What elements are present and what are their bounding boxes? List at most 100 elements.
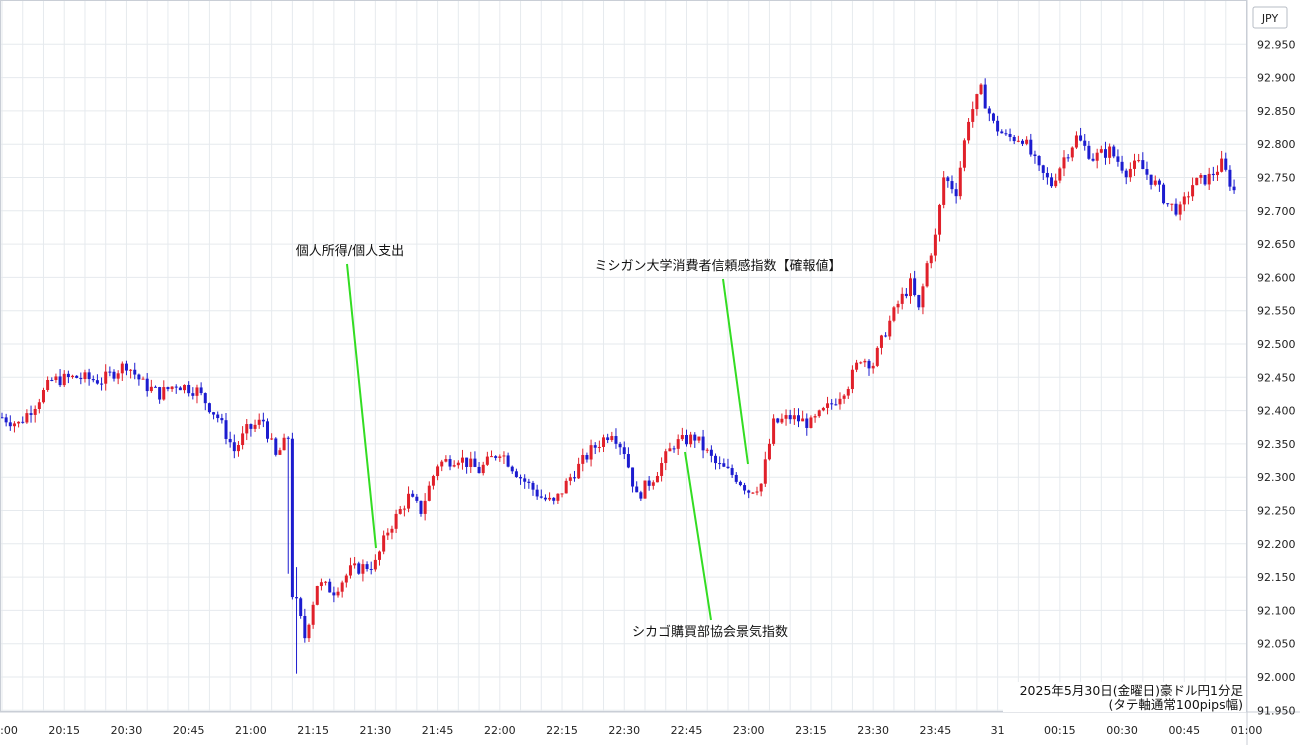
- candle-body: [104, 371, 108, 384]
- candle-body: [133, 369, 137, 375]
- candle-body: [1153, 180, 1157, 185]
- candle-body: [714, 455, 718, 464]
- candle-body: [531, 482, 535, 490]
- x-tick-label: 21:15: [297, 724, 329, 737]
- y-tick-label: 92.800: [1257, 138, 1296, 151]
- candle-body: [25, 413, 29, 423]
- candle-body: [1178, 204, 1182, 215]
- candle-body: [257, 419, 261, 425]
- candle-body: [991, 113, 995, 121]
- candle-body: [510, 466, 514, 472]
- candle-body: [938, 204, 942, 235]
- y-tick-label: 92.050: [1257, 638, 1296, 651]
- y-tick-label: 92.250: [1257, 505, 1296, 518]
- candle-body: [975, 94, 979, 110]
- candle-body: [1195, 177, 1199, 186]
- candle-body: [842, 395, 846, 399]
- candle-body: [299, 598, 303, 616]
- candle-body: [249, 424, 253, 429]
- candle-body: [709, 449, 713, 456]
- x-tick-label: 22:15: [546, 724, 578, 737]
- candle-body: [610, 436, 614, 441]
- candle-body: [917, 295, 921, 308]
- candle-body: [427, 485, 431, 501]
- candle-body: [75, 375, 79, 378]
- candle-body: [1137, 160, 1141, 162]
- candle-body: [568, 477, 572, 481]
- candle-body: [1058, 168, 1062, 181]
- candle-body: [1220, 158, 1224, 172]
- candle-body: [751, 492, 755, 494]
- candle-body: [809, 417, 813, 428]
- candle-body: [295, 597, 299, 599]
- candle-body: [485, 456, 489, 465]
- currency-badge: JPY: [1261, 12, 1279, 25]
- y-tick-label: 92.000: [1257, 671, 1296, 684]
- candle-body: [170, 386, 174, 390]
- candle-body: [933, 234, 937, 256]
- candle-body: [423, 500, 427, 514]
- candle-body: [830, 403, 834, 405]
- candle-body: [153, 386, 157, 388]
- x-tick-label: 22:45: [671, 724, 703, 737]
- candle-body: [626, 454, 630, 468]
- candle-body: [1074, 135, 1078, 148]
- candle-body: [1029, 139, 1033, 155]
- candle-body: [448, 459, 452, 467]
- candle-body: [83, 372, 87, 380]
- candle-body: [1108, 146, 1112, 158]
- candle-body: [253, 424, 257, 429]
- candle-body: [1050, 177, 1054, 187]
- candle-body: [676, 439, 680, 449]
- candle-body: [8, 422, 12, 427]
- candle-body: [950, 181, 954, 190]
- candle-body: [58, 376, 62, 386]
- candle-body: [635, 486, 639, 493]
- candle-body: [1186, 196, 1190, 198]
- y-tick-label: 92.600: [1257, 271, 1296, 284]
- candle-body: [444, 459, 448, 462]
- candle-body: [348, 565, 352, 576]
- candle-body: [469, 458, 473, 467]
- candle-body: [1033, 154, 1037, 157]
- candle-body: [859, 362, 863, 364]
- candle-body: [1099, 149, 1103, 153]
- candle-body: [863, 360, 867, 363]
- candle-body: [684, 435, 688, 445]
- candle-body: [888, 320, 892, 337]
- candle-body: [738, 481, 742, 486]
- candle-body: [178, 387, 182, 391]
- candle-body: [850, 369, 854, 390]
- candle-body: [498, 456, 502, 458]
- candle-body: [925, 263, 929, 287]
- candle-body: [539, 496, 543, 498]
- candle-body: [1008, 133, 1012, 137]
- candle-body: [967, 121, 971, 141]
- candle-body: [983, 84, 987, 109]
- candle-body: [129, 369, 133, 371]
- candle-body: [407, 493, 411, 509]
- candle-body: [1232, 186, 1236, 191]
- candle-body: [373, 559, 377, 570]
- candle-body: [664, 451, 668, 464]
- candle-body: [365, 564, 369, 569]
- candle-body: [622, 447, 626, 455]
- candle-body: [1041, 165, 1045, 173]
- candle-body: [340, 582, 344, 592]
- candle-body: [1025, 139, 1029, 144]
- candle-body: [543, 497, 547, 500]
- candle-body: [519, 477, 523, 479]
- x-tick-label: 23:30: [857, 724, 889, 737]
- candle-body: [473, 458, 477, 467]
- candle-body: [1191, 185, 1195, 197]
- candle-body: [618, 443, 622, 448]
- candle-body: [1224, 158, 1228, 170]
- candle-body: [871, 365, 875, 369]
- candle-body: [1079, 135, 1083, 141]
- candle-body: [460, 457, 464, 463]
- candle-body: [241, 433, 245, 446]
- candle-body: [672, 448, 676, 450]
- candle-body: [577, 463, 581, 479]
- caption-layer: 2025年5月30日(金曜日)豪ドル円1分足 (タテ軸通常100pips幅): [1003, 682, 1246, 712]
